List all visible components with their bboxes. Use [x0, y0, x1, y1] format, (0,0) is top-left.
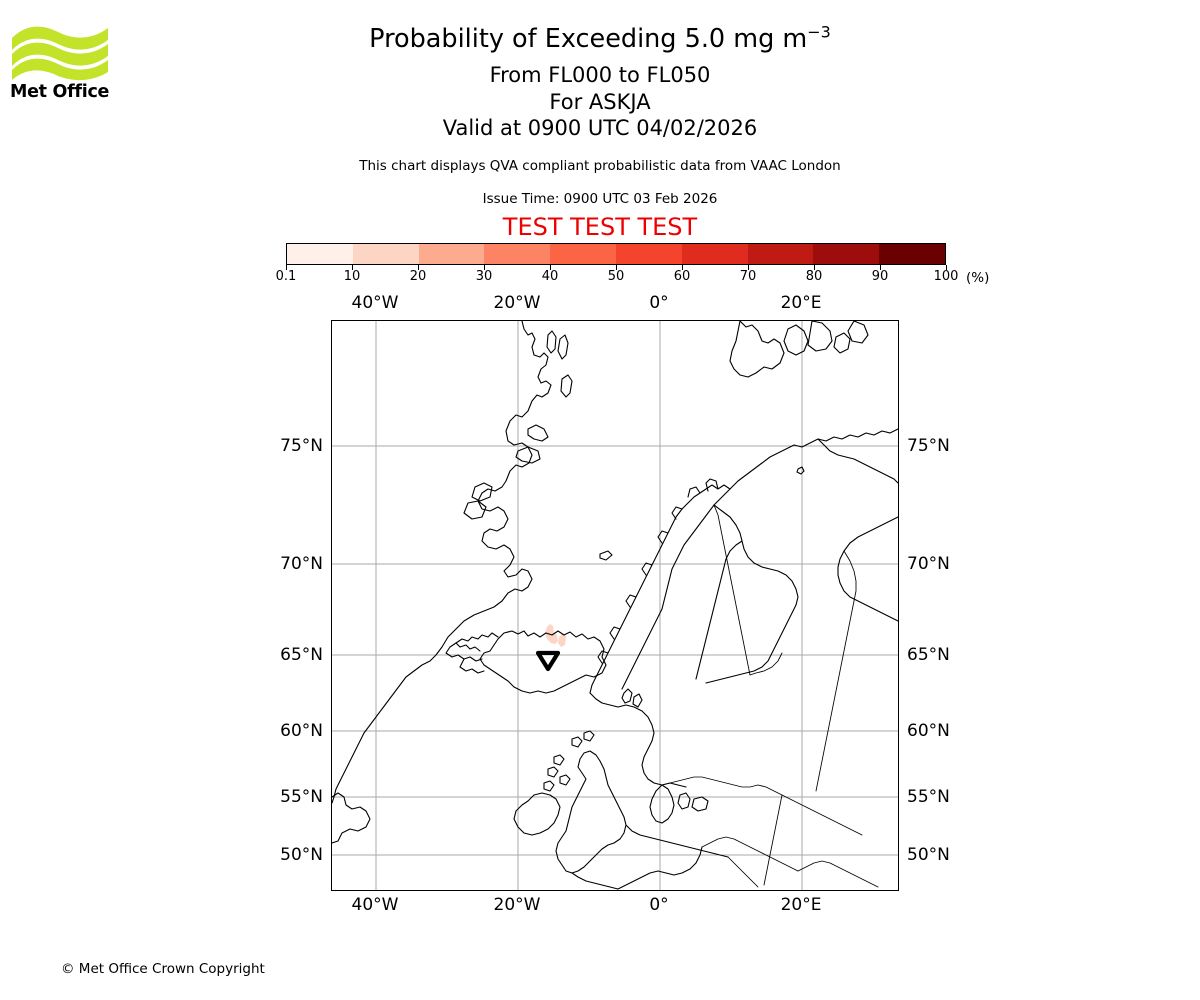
colorbar-band-8: [813, 244, 880, 264]
lon-label-bottom-1: 20°W: [493, 895, 541, 915]
colorbar-tick-90: [880, 265, 881, 270]
lon-label-bottom-0: 40°W: [351, 895, 399, 915]
valid-time-subtitle: Valid at 0900 UTC 04/02/2026: [442, 116, 758, 140]
colorbar-tick-0.1: [286, 265, 287, 270]
colorbar-tick-label-30: 30: [475, 269, 493, 284]
volcano-marker-icon: [535, 650, 561, 672]
colorbar-tick-70: [748, 265, 749, 270]
lon-label-top-0: 40°W: [351, 293, 399, 313]
lat-label-left-4: 55°N: [280, 787, 323, 807]
colorbar-band-6: [681, 244, 748, 264]
colorbar-band-7: [747, 244, 814, 264]
colorbar-units: (%): [966, 270, 990, 286]
lat-label-right-1: 70°N: [907, 554, 950, 574]
met-office-logo: Met Office: [10, 22, 110, 112]
map-canvas: [332, 321, 898, 890]
colorbar-tick-label-80: 80: [805, 269, 823, 284]
colorbar-band-4: [550, 244, 616, 264]
colorbar-tick-label-40: 40: [541, 269, 559, 284]
colorbar-tick-20: [418, 265, 419, 270]
lat-label-right-3: 60°N: [907, 721, 950, 741]
colorbar-tick-50: [616, 265, 617, 270]
colorbar-band-9: [879, 244, 945, 264]
colorbar-tick-80: [814, 265, 815, 270]
colorbar-band-3: [484, 244, 551, 264]
lat-label-right-0: 75°N: [907, 436, 950, 456]
colorbar-band-1: [352, 244, 419, 264]
issue-time: Issue Time: 0900 UTC 03 Feb 2026: [482, 191, 718, 207]
lat-label-right-2: 65°N: [907, 645, 950, 665]
lat-label-right-5: 50°N: [907, 845, 950, 865]
ash-plume-contour: [545, 624, 566, 647]
lat-label-right-4: 55°N: [907, 787, 950, 807]
page-title: Probability of Exceeding 5.0 mg m−3: [0, 24, 1200, 54]
lat-label-left-2: 65°N: [280, 645, 323, 665]
colorbar-tick-label-10: 10: [343, 269, 361, 284]
lat-label-left-0: 75°N: [280, 436, 323, 456]
probability-colorbar: [286, 243, 947, 270]
colorbar-band-2: [418, 244, 485, 264]
lat-label-left-5: 50°N: [280, 845, 323, 865]
colorbar-tick-60: [682, 265, 683, 270]
lat-label-left-3: 60°N: [280, 721, 323, 741]
colorbar-tick-label-100: 100: [933, 269, 959, 284]
map-gridlines: [332, 321, 898, 890]
colorbar-tick-40: [550, 265, 551, 270]
qva-note: This chart displays QVA compliant probab…: [359, 158, 841, 174]
volcano-subtitle: For ASKJA: [549, 90, 651, 114]
lon-label-top-3: 20°E: [780, 293, 822, 313]
test-banner: TEST TEST TEST: [502, 213, 698, 241]
colorbar-tick-label-20: 20: [409, 269, 427, 284]
colorbar-gradient: [286, 243, 946, 265]
coastlines: [332, 321, 898, 890]
colorbar-tick-label-60: 60: [673, 269, 691, 284]
lat-label-left-1: 70°N: [280, 554, 323, 574]
lon-label-bottom-3: 20°E: [780, 895, 822, 915]
flight-level-subtitle: From FL000 to FL050: [489, 63, 711, 87]
title-exponent: −3: [807, 22, 831, 42]
colorbar-ticks: [286, 265, 947, 273]
forecast-map[interactable]: [331, 320, 899, 891]
colorbar-band-0: [287, 244, 353, 264]
colorbar-tick-10: [352, 265, 353, 270]
colorbar-band-5: [615, 244, 682, 264]
colorbar-tick-label-50: 50: [607, 269, 625, 284]
colorbar-tick-label-70: 70: [739, 269, 757, 284]
lon-label-top-1: 20°W: [493, 293, 541, 313]
colorbar-tick-30: [484, 265, 485, 270]
logo-text: Met Office: [10, 82, 110, 102]
colorbar-tick-100: [946, 265, 947, 270]
copyright-text: © Met Office Crown Copyright: [61, 961, 265, 977]
lon-label-bottom-2: 0°: [649, 895, 669, 915]
lon-label-top-2: 0°: [649, 293, 669, 313]
title-text: Probability of Exceeding 5.0 mg m: [369, 24, 808, 54]
colorbar-tick-label-0.1: 0.1: [275, 269, 297, 284]
logo-waves-icon: [12, 26, 108, 81]
colorbar-tick-label-90: 90: [871, 269, 889, 284]
